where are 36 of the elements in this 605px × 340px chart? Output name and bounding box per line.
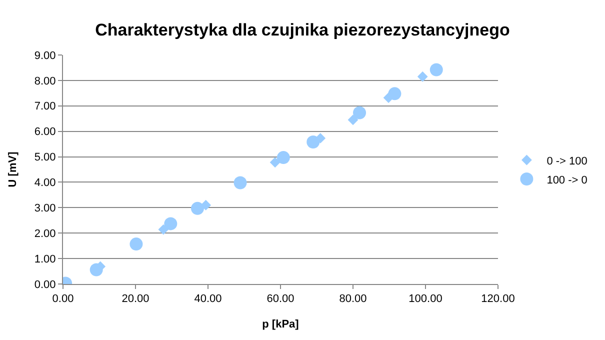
point bbox=[130, 238, 143, 251]
x-axis-title: p [kPa] bbox=[262, 318, 300, 330]
point bbox=[190, 202, 204, 215]
y-tick-label: 3.00 bbox=[34, 202, 56, 215]
point bbox=[200, 200, 212, 210]
y-tick-label: 5.00 bbox=[34, 152, 56, 164]
point bbox=[417, 71, 428, 82]
x-tick-label: 40.00 bbox=[194, 293, 222, 306]
y-tick-label: 6.00 bbox=[34, 126, 56, 138]
y-axis-title: U [mV] bbox=[7, 151, 20, 188]
point bbox=[306, 136, 320, 149]
chart-title: Charakterystyka dla czujnika piezorezystancyjnego bbox=[95, 20, 510, 40]
x-tick-label: 100.00 bbox=[408, 293, 442, 306]
point bbox=[164, 217, 178, 230]
y-tick-label: 1.00 bbox=[34, 253, 56, 266]
y-tick-label: 4.00 bbox=[34, 177, 56, 190]
y-tick-label: 0.00 bbox=[34, 278, 56, 291]
y-tick-label: 2.00 bbox=[34, 228, 56, 240]
x-tick-label: 60.00 bbox=[266, 293, 294, 306]
point bbox=[315, 133, 326, 144]
y-tick-label: 8.00 bbox=[34, 75, 56, 88]
x-tick-label: 0.00 bbox=[52, 293, 74, 306]
point bbox=[353, 106, 366, 120]
point bbox=[158, 224, 169, 235]
legend-label: 0 -> 100 bbox=[546, 155, 588, 168]
point bbox=[348, 114, 358, 126]
x-tick-label: 20.00 bbox=[122, 293, 150, 306]
point bbox=[430, 63, 443, 76]
y-tick-label: 9.00 bbox=[34, 50, 56, 62]
x-tick-label: 120.00 bbox=[481, 293, 515, 306]
point bbox=[276, 151, 290, 164]
legend-label: 100 -> 0 bbox=[546, 174, 588, 186]
point bbox=[234, 176, 247, 190]
x-tick-label: 80.00 bbox=[339, 293, 367, 306]
y-tick-label: 7.00 bbox=[34, 100, 56, 113]
point bbox=[270, 157, 280, 168]
